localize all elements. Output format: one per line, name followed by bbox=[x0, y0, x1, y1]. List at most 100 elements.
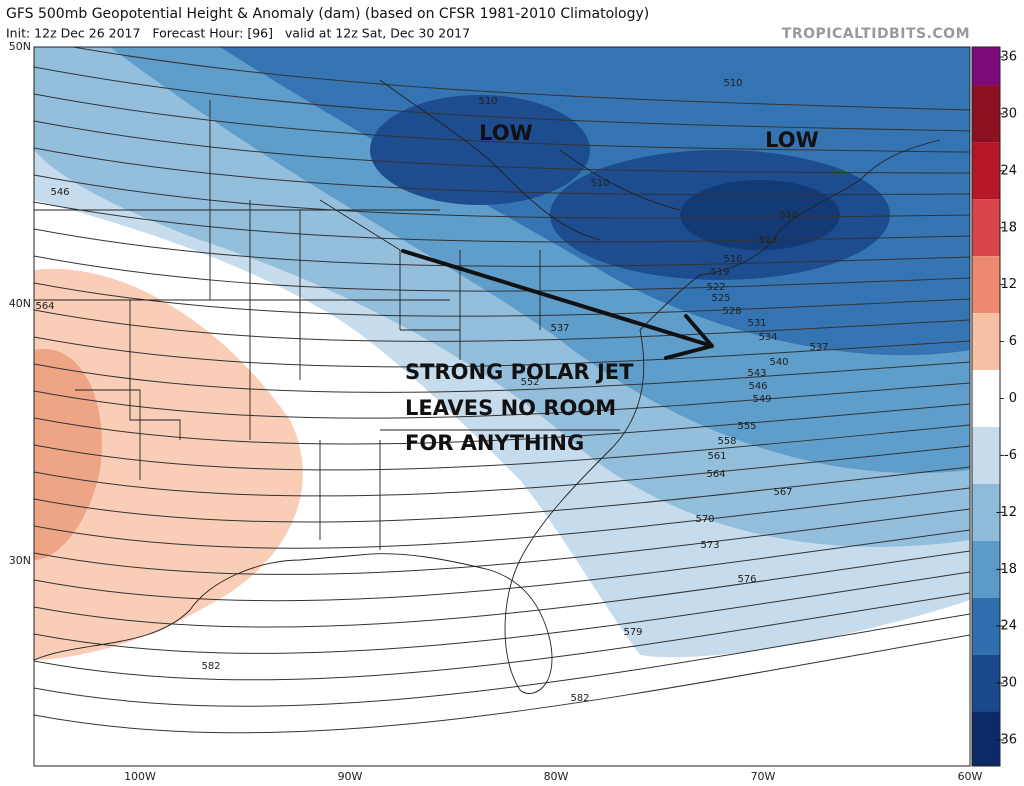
contour-line bbox=[34, 424, 970, 471]
contour-label: 540 bbox=[769, 357, 788, 368]
contour-label: 546 bbox=[50, 187, 69, 198]
contour-line bbox=[34, 282, 970, 317]
longitude-label: 90W bbox=[338, 770, 363, 783]
annotation: LOW bbox=[479, 121, 533, 145]
contour-line bbox=[34, 228, 970, 267]
contour-label: 543 bbox=[747, 368, 766, 379]
subtitle: Init: 12z Dec 26 2017 Forecast Hour: [96… bbox=[6, 26, 470, 41]
colorbar-label: -6 bbox=[1004, 448, 1017, 463]
contour-label: 510 bbox=[478, 96, 497, 107]
contour-line bbox=[70, 47, 970, 111]
contour-line bbox=[34, 361, 970, 393]
annotation: STRONG POLAR JET bbox=[405, 360, 634, 384]
contour-line bbox=[34, 466, 970, 523]
contour-label: 564 bbox=[706, 469, 725, 480]
contour-label: 528 bbox=[722, 306, 741, 317]
contour-label: 537 bbox=[809, 342, 828, 353]
colorbar-band bbox=[972, 711, 1000, 766]
contour-line bbox=[34, 93, 970, 153]
contour-line bbox=[34, 592, 970, 681]
colorbar-label: 36 bbox=[1000, 50, 1017, 65]
colorbar-band bbox=[972, 597, 1000, 655]
longitude-label: 70W bbox=[751, 770, 776, 783]
colorbar-label: 0 bbox=[1009, 391, 1017, 406]
contour-label: 519 bbox=[710, 267, 729, 278]
map-frame bbox=[33, 46, 971, 767]
contour-label: 510 bbox=[590, 178, 609, 189]
longitude-label: 60W bbox=[958, 770, 983, 783]
contour-label: 573 bbox=[700, 540, 719, 551]
anomaly-warm bbox=[34, 268, 303, 660]
contour-line bbox=[34, 403, 970, 445]
contour-label: 570 bbox=[695, 514, 714, 525]
colorbar-label: 30 bbox=[1000, 106, 1017, 121]
contour-line bbox=[34, 336, 970, 368]
colorbar-band bbox=[972, 85, 1000, 143]
colorbar-band bbox=[972, 142, 1000, 200]
contour-line bbox=[34, 255, 970, 292]
coastline bbox=[379, 79, 681, 241]
jet-arrow bbox=[401, 249, 714, 360]
coastline bbox=[34, 139, 941, 694]
colorbar-frame bbox=[971, 46, 1001, 767]
colorbar-band bbox=[972, 426, 1000, 484]
colorbar-band bbox=[972, 370, 1000, 427]
contour-line bbox=[34, 120, 970, 174]
contour-label: 549 bbox=[752, 394, 771, 405]
contour-line bbox=[34, 309, 970, 342]
map bbox=[34, 47, 970, 766]
contour-line bbox=[34, 550, 970, 628]
contour-line bbox=[34, 613, 970, 707]
contour-line bbox=[34, 174, 970, 219]
contour-line bbox=[34, 508, 970, 575]
contour-label: 567 bbox=[773, 487, 792, 498]
watermark: TROPICALTIDBITS.COM bbox=[782, 26, 970, 42]
contour-label: 555 bbox=[737, 421, 756, 432]
contour-label: 537 bbox=[550, 323, 569, 334]
contour-label: 552 bbox=[520, 377, 539, 388]
anomaly-cold bbox=[680, 180, 840, 250]
contour-line bbox=[34, 382, 970, 419]
longitude-label: 80W bbox=[544, 770, 569, 783]
contour-label: 531 bbox=[747, 318, 766, 329]
contour-line bbox=[34, 201, 970, 243]
contour-label: 561 bbox=[707, 451, 726, 462]
contour-label: 510 bbox=[779, 210, 798, 221]
contour-label: 510 bbox=[723, 78, 742, 89]
contour-line bbox=[34, 66, 970, 132]
contour-label: 576 bbox=[737, 574, 756, 585]
latitude-label: 30N bbox=[9, 554, 31, 567]
latitude-label: 40N bbox=[9, 297, 31, 310]
colorbar-label: 24 bbox=[1000, 163, 1017, 178]
contour-line bbox=[34, 445, 970, 497]
annotation: FOR ANYTHING bbox=[405, 431, 584, 455]
colorbar-band bbox=[972, 313, 1000, 371]
contour-label: 564 bbox=[35, 301, 54, 312]
annotation: LEAVES NO ROOM bbox=[405, 396, 616, 420]
contour-label: 546 bbox=[748, 381, 767, 392]
contour-label: 522 bbox=[706, 282, 725, 293]
colorbar-band bbox=[972, 199, 1000, 257]
latitude-label: 50N bbox=[9, 40, 31, 53]
colorbar-band bbox=[972, 483, 1000, 541]
title: GFS 500mb Geopotential Height & Anomaly … bbox=[6, 6, 649, 22]
colorbar-label: 6 bbox=[1009, 334, 1017, 349]
anomaly-cold bbox=[370, 95, 590, 205]
contour-label: 558 bbox=[717, 436, 736, 447]
colorbar-band bbox=[972, 256, 1000, 314]
contour-label: 516 bbox=[723, 254, 742, 265]
contour-line bbox=[34, 634, 970, 734]
contour-label: 579 bbox=[623, 627, 642, 638]
colorbar-label: -30 bbox=[996, 676, 1017, 691]
colorbar-label: -18 bbox=[996, 562, 1017, 577]
colorbar-label: 12 bbox=[1000, 277, 1017, 292]
contour-label: 582 bbox=[570, 693, 589, 704]
longitude-label: 100W bbox=[124, 770, 156, 783]
state-border bbox=[34, 100, 620, 550]
colorbar-label: -36 bbox=[996, 733, 1017, 748]
colorbar-label: 18 bbox=[1000, 220, 1017, 235]
colorbar-label: -12 bbox=[996, 505, 1017, 520]
colorbar-band bbox=[972, 654, 1000, 712]
contour-line bbox=[34, 147, 970, 196]
